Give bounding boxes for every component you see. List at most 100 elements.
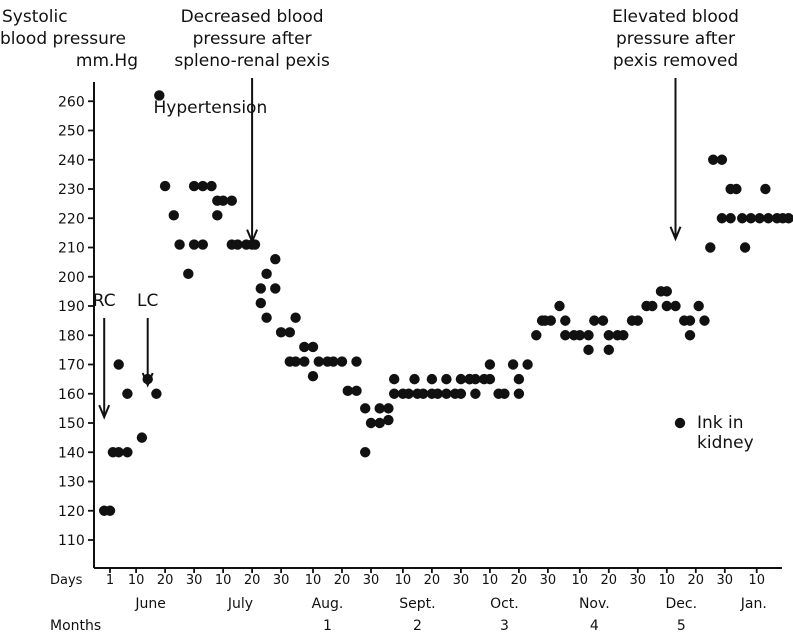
data-point: [693, 300, 704, 312]
data-point: [174, 239, 185, 250]
data-point: [365, 417, 377, 429]
days-label: Days: [50, 573, 83, 588]
y-tick-label: 190: [58, 299, 85, 315]
data-point: [409, 373, 420, 385]
axes: [93, 82, 782, 569]
annotation-rc-text: RC: [93, 291, 116, 311]
data-points: [99, 90, 793, 516]
month-name-label: July: [227, 596, 253, 612]
data-point: [360, 447, 371, 458]
month-name-label: Aug.: [312, 596, 344, 612]
month-number-label: 3: [500, 618, 509, 633]
data-point: [603, 344, 614, 356]
data-point: [725, 213, 736, 224]
y-tick-label: 230: [58, 182, 85, 198]
x-tick-label: 20: [244, 573, 261, 588]
data-point: [113, 447, 124, 458]
annotation-decreased-text: spleno-renal pexis: [174, 51, 330, 71]
x-tick-label: 30: [630, 573, 647, 588]
x-tick-label: 20: [601, 573, 618, 588]
data-point: [307, 371, 319, 382]
month-number-label: 4: [590, 618, 599, 633]
data-point: [151, 388, 162, 399]
data-point: [560, 330, 571, 341]
data-point: [275, 327, 287, 338]
data-point: [783, 213, 793, 224]
data-point: [159, 180, 171, 192]
data-point: [403, 388, 414, 399]
data-point: [418, 388, 429, 399]
y-tick-label: 200: [58, 270, 85, 286]
data-point: [142, 373, 153, 385]
y-tick-label: 180: [58, 328, 85, 344]
data-point: [197, 180, 208, 192]
x-tick-label: 20: [511, 573, 528, 588]
y-tick-label: 260: [58, 94, 85, 110]
data-point: [484, 373, 496, 385]
y-tick-label: 250: [58, 124, 85, 140]
annotation-elevated-text: Elevated blood: [612, 7, 739, 27]
data-point: [232, 239, 243, 250]
months-label: Months: [50, 618, 101, 633]
annotation-elevated-text: pexis removed: [613, 51, 738, 71]
x-tick-label: 20: [334, 573, 351, 588]
annotation-elevated-text: pressure after: [616, 29, 735, 49]
x-tick-label: 30: [717, 573, 734, 588]
x-ticks: Days 1 10 20 30 10 20 30 10 20 30 10 20 30 10 20 30 10 20 3…: [50, 568, 767, 633]
x-tick-label: 30: [363, 573, 380, 588]
data-point: [299, 341, 310, 353]
data-point: [470, 388, 481, 399]
data-point: [270, 254, 281, 265]
data-point: [499, 388, 510, 399]
data-point: [661, 286, 672, 297]
data-point: [122, 447, 133, 458]
y-tick-label: 110: [58, 533, 85, 549]
data-point: [739, 242, 751, 253]
y-axis-title-line: blood pressure: [0, 29, 126, 49]
x-tick-label: 10: [659, 573, 676, 588]
annotation-decreased-text: Decreased blood: [181, 7, 324, 27]
month-number-label: 2: [413, 618, 422, 633]
y-tick-label: 150: [58, 416, 85, 432]
data-point: [374, 403, 385, 414]
data-point: [212, 210, 223, 221]
data-point: [760, 183, 771, 195]
data-point: [737, 213, 748, 224]
data-point: [226, 195, 237, 206]
data-point: [217, 195, 229, 206]
y-ticks: 110 120 130 140 150 160 170 180 190 200 210 220 230 2…: [58, 94, 94, 549]
data-point: [705, 242, 716, 253]
month-name-label: Sept.: [399, 596, 435, 612]
x-tick-label: 10: [482, 573, 499, 588]
month-name-label: Oct.: [490, 596, 519, 612]
data-point: [763, 213, 774, 224]
data-point: [255, 297, 266, 309]
data-point: [684, 315, 696, 326]
data-point: [261, 312, 272, 323]
data-point: [670, 300, 681, 312]
data-point: [299, 356, 310, 367]
x-tick-label: 1: [106, 573, 114, 588]
data-point: [206, 180, 217, 192]
legend-marker: [674, 417, 686, 429]
x-tick-label: 30: [186, 573, 203, 588]
data-point: [745, 213, 757, 224]
data-point: [336, 356, 348, 367]
data-point: [699, 315, 710, 326]
data-point: [197, 239, 208, 250]
month-number-label: 5: [677, 618, 686, 633]
annotation-lc-text: LC: [137, 291, 158, 311]
data-point: [351, 356, 362, 367]
data-point: [383, 414, 394, 426]
month-number-label: 1: [323, 618, 332, 633]
data-point: [255, 283, 266, 294]
x-tick-label: 30: [540, 573, 557, 588]
legend-label: Ink in: [697, 413, 744, 433]
data-point: [261, 268, 272, 280]
data-point: [249, 239, 261, 250]
data-point: [684, 330, 696, 341]
data-point: [290, 356, 301, 367]
data-point: [583, 330, 594, 341]
data-point: [716, 154, 728, 165]
